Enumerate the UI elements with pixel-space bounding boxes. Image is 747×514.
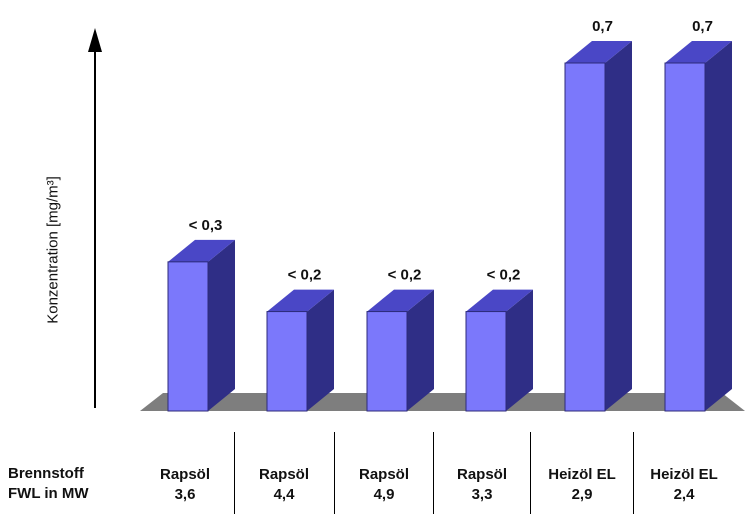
- bar-side: [506, 289, 533, 411]
- category-label: Rapsöl 3,3: [434, 465, 530, 505]
- chart-floor: [140, 393, 745, 411]
- bar-side: [407, 289, 434, 411]
- bar-side: [605, 41, 632, 411]
- bar: [167, 261, 209, 412]
- category-label: Heizöl EL 2,9: [534, 465, 630, 505]
- bar-top: [168, 239, 235, 262]
- bar-side: [705, 41, 732, 411]
- fuel-label: Rapsöl: [159, 466, 210, 483]
- fwl-label: 2,9: [571, 486, 593, 503]
- fwl-label: 3,6: [174, 486, 196, 503]
- column-separator: [530, 432, 531, 514]
- column-separator: [334, 432, 335, 514]
- fwl-label: 4,9: [373, 486, 395, 503]
- bar: [266, 311, 308, 412]
- fwl-label: 3,3: [471, 486, 493, 503]
- data-label: 0,7: [692, 18, 713, 35]
- data-label: 0,7: [592, 18, 613, 35]
- column-separator: [633, 432, 634, 514]
- category-label: Rapsöl 4,4: [236, 465, 332, 505]
- category-label: Rapsöl 4,9: [336, 465, 432, 505]
- fuel-label: Rapsöl: [456, 466, 507, 483]
- data-label: < 0,2: [388, 267, 422, 284]
- fwl-label: 4,4: [273, 486, 295, 503]
- fuel-label: Heizöl EL: [650, 466, 718, 483]
- fwl-label: 2,4: [673, 486, 695, 503]
- bar-top: [367, 289, 434, 312]
- bar: [564, 62, 606, 412]
- column-separator: [234, 432, 235, 514]
- bar-top: [267, 289, 334, 312]
- y-axis-arrow-head: [88, 28, 102, 52]
- data-label: < 0,2: [288, 267, 322, 284]
- category-label: Heizöl EL 2,4: [636, 465, 732, 505]
- bar: [366, 311, 408, 412]
- data-label: < 0,2: [487, 267, 521, 284]
- fuel-label: Rapsöl: [258, 466, 309, 483]
- data-label: < 0,3: [189, 217, 223, 234]
- bar-top: [466, 289, 533, 312]
- y-axis-label: Konzentration [mg/m³]: [44, 176, 62, 324]
- bar-side: [307, 289, 334, 411]
- column-separator: [433, 432, 434, 514]
- fuel-label: Rapsöl: [358, 466, 409, 483]
- bar-side: [208, 239, 235, 411]
- fuel-label: Heizöl EL: [548, 466, 616, 483]
- bar-top: [665, 41, 732, 63]
- fuel-row-label: Brennstoff: [8, 465, 84, 482]
- category-label: Rapsöl 3,6: [137, 465, 233, 505]
- bar: [465, 311, 507, 412]
- fwl-row-label: FWL in MW: [8, 485, 89, 502]
- bar: [664, 62, 706, 412]
- bar-top: [565, 41, 632, 63]
